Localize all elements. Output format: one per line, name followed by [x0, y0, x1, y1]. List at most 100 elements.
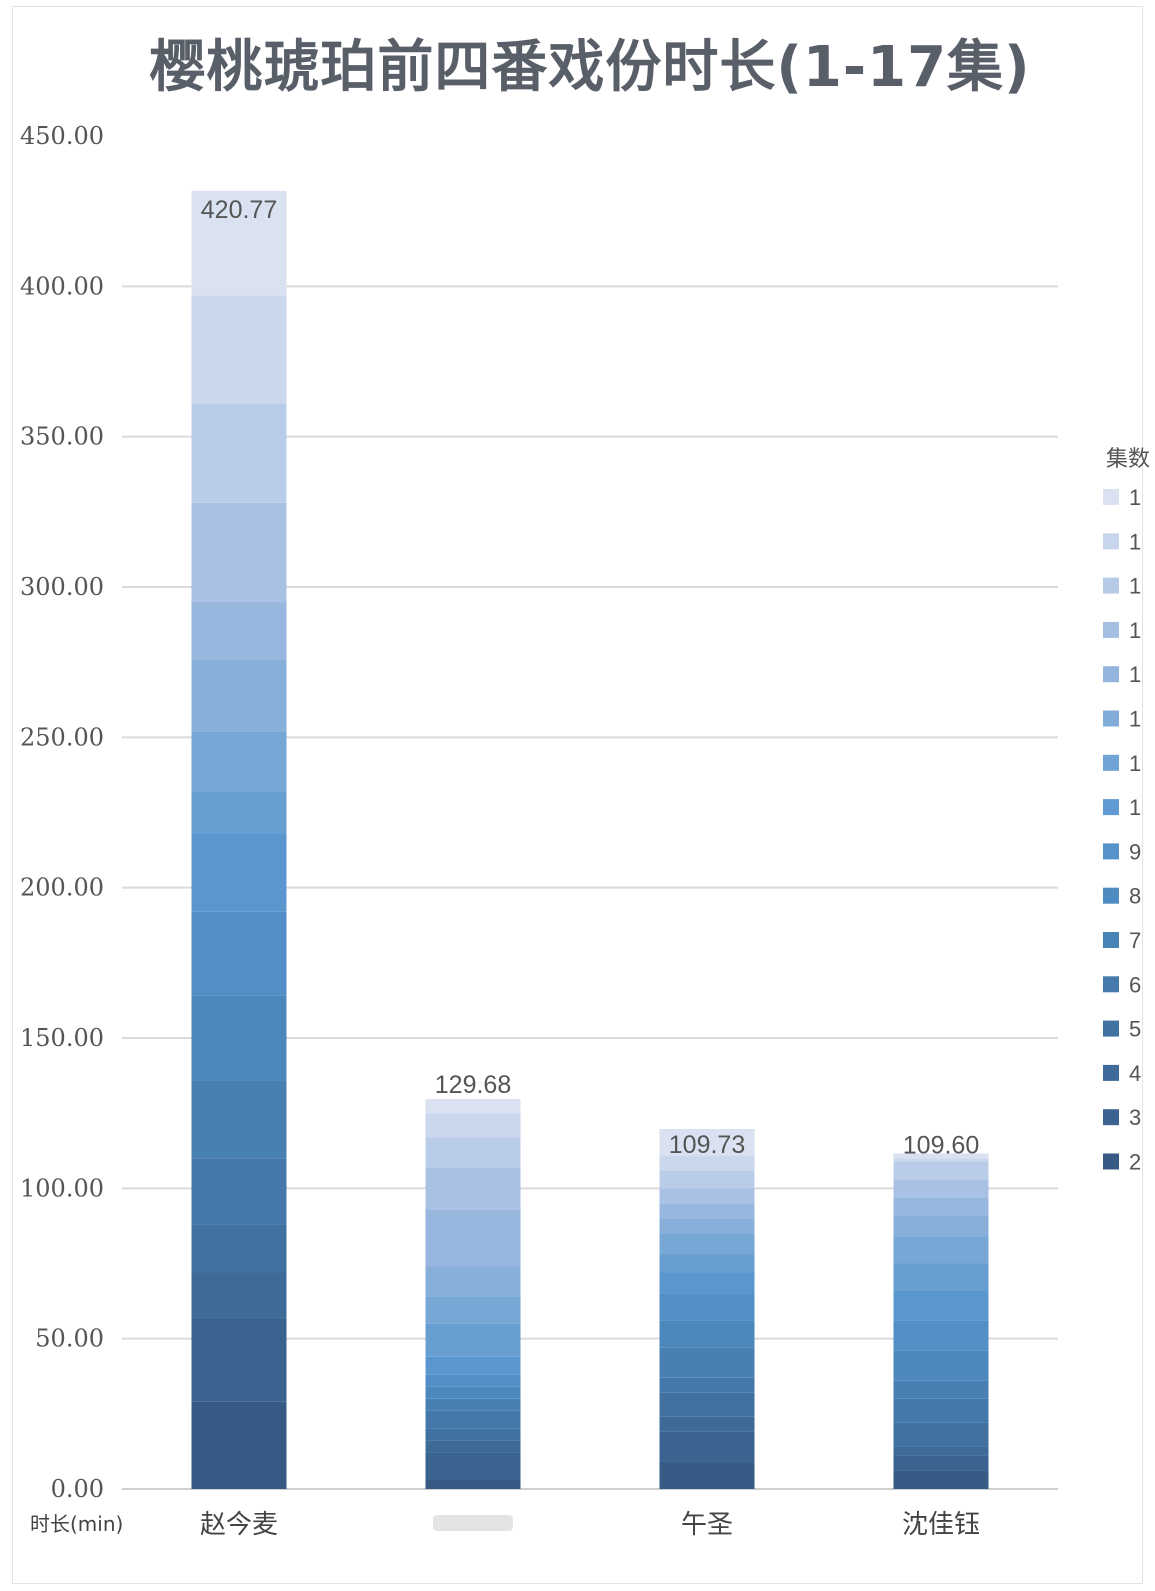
- bar-segment: [425, 1356, 521, 1375]
- legend-swatch: [1103, 1064, 1119, 1081]
- legend-label: 1: [1129, 574, 1141, 599]
- legend-label: 1: [1129, 529, 1141, 554]
- bar-segment: [191, 1158, 287, 1225]
- legend-swatch: [1103, 887, 1119, 904]
- bar-segment: [659, 1203, 755, 1219]
- legend-label: 5: [1129, 1017, 1141, 1042]
- bar-segment: [191, 190, 287, 296]
- bar-segment: [659, 1155, 755, 1171]
- bar-segment: [191, 1401, 287, 1489]
- bar-segment: [893, 1153, 989, 1159]
- bar-segment: [893, 1422, 989, 1447]
- bar-segment: [893, 1290, 989, 1321]
- chart-title: 樱桃琥珀前四番戏份时长(1-17集): [149, 35, 1031, 100]
- bar-total-label: 129.68: [435, 1071, 511, 1099]
- blurred-category-label: [433, 1515, 513, 1531]
- bar-segment: [893, 1446, 989, 1456]
- bar-segment: [191, 295, 287, 404]
- bar-segment: [425, 1113, 521, 1138]
- bar-segment: [191, 731, 287, 792]
- bar-segment: [659, 1129, 755, 1156]
- bar-segment: [893, 1320, 989, 1351]
- legend-swatch: [1103, 976, 1119, 993]
- bar-segment: [893, 1179, 989, 1198]
- bar-segment: [893, 1161, 989, 1180]
- bar-segment: [191, 659, 287, 732]
- legend-label: 1: [1129, 795, 1141, 820]
- legend-swatch: [1103, 932, 1119, 948]
- legend-swatch: [1103, 577, 1119, 594]
- legend-swatch: [1103, 754, 1119, 771]
- legend-swatch: [1103, 1020, 1119, 1037]
- bar-segment: [425, 1137, 521, 1168]
- legend-swatch: [1103, 799, 1119, 816]
- bar-segment: [659, 1377, 755, 1393]
- bar-segment: [893, 1455, 989, 1471]
- bar-segment: [191, 403, 287, 503]
- bar-segment: [191, 602, 287, 660]
- category-label: 沈佳钰: [902, 1510, 980, 1540]
- bar-total-label: 109.73: [669, 1131, 745, 1159]
- bar-segment: [893, 1236, 989, 1264]
- bar-segment: [191, 1317, 287, 1402]
- bar-segment: [659, 1416, 755, 1432]
- legend-label: 7: [1129, 928, 1141, 953]
- bar-segment: [893, 1197, 989, 1216]
- bar-segment: [425, 1410, 521, 1429]
- bar-segment: [191, 502, 287, 603]
- legend-label: 8: [1129, 884, 1141, 909]
- y-tick-label: 50.00: [35, 1325, 104, 1353]
- legend-label: 1: [1129, 751, 1141, 776]
- legend-label: 1: [1129, 485, 1141, 510]
- legend-label: 1: [1129, 707, 1141, 732]
- bar-segment: [191, 1272, 287, 1318]
- legend-label: 4: [1129, 1061, 1141, 1086]
- bar-segment: [893, 1215, 989, 1237]
- legend-swatch: [1103, 489, 1119, 505]
- legend-swatch: [1103, 621, 1119, 638]
- y-tick-label: 450.00: [20, 122, 104, 150]
- bar-segment: [425, 1479, 521, 1489]
- bar-segment: [425, 1398, 521, 1411]
- legend-swatch: [1103, 666, 1119, 683]
- y-tick-label: 0.00: [51, 1475, 104, 1503]
- category-label: 赵今麦: [200, 1510, 278, 1540]
- bar-segment: [659, 1272, 755, 1294]
- bar-segment: [659, 1347, 755, 1378]
- bar-total-label: 420.77: [201, 196, 277, 224]
- legend-label: 6: [1129, 972, 1141, 997]
- bar-segment: [191, 1224, 287, 1273]
- bar-segment: [659, 1431, 755, 1462]
- y-tick-label: 250.00: [20, 723, 104, 751]
- bar-segment: [425, 1428, 521, 1441]
- bar-segment: [659, 1320, 755, 1348]
- bar-segment: [659, 1461, 755, 1489]
- bar-segment: [425, 1266, 521, 1297]
- y-tick-label: 150.00: [20, 1024, 104, 1052]
- y-tick-label: 200.00: [20, 874, 104, 902]
- bar-segment: [191, 995, 287, 1081]
- bar-segment: [191, 1080, 287, 1159]
- bar-segment: [893, 1380, 989, 1399]
- x-axis-label: 时长(min): [30, 1512, 123, 1536]
- bar-segment: [659, 1218, 755, 1234]
- bar-segment: [425, 1374, 521, 1387]
- bar-segment: [893, 1350, 989, 1381]
- bar-segment: [425, 1296, 521, 1324]
- y-tick-label: 350.00: [20, 423, 104, 451]
- bar-segment: [659, 1233, 755, 1255]
- bar-segment: [659, 1293, 755, 1321]
- bar-segment: [893, 1263, 989, 1291]
- bar-segment: [425, 1323, 521, 1357]
- bar-segment: [425, 1099, 521, 1114]
- bar-total-label: 109.60: [903, 1131, 979, 1159]
- bar-segment: [425, 1452, 521, 1480]
- legend-swatch: [1103, 1153, 1119, 1170]
- bar-segment: [191, 911, 287, 996]
- bar-segment: [659, 1392, 755, 1417]
- legend-swatch: [1103, 1109, 1119, 1126]
- legend-swatch: [1103, 533, 1119, 550]
- bar-segment: [893, 1470, 989, 1489]
- bar-segment: [425, 1440, 521, 1453]
